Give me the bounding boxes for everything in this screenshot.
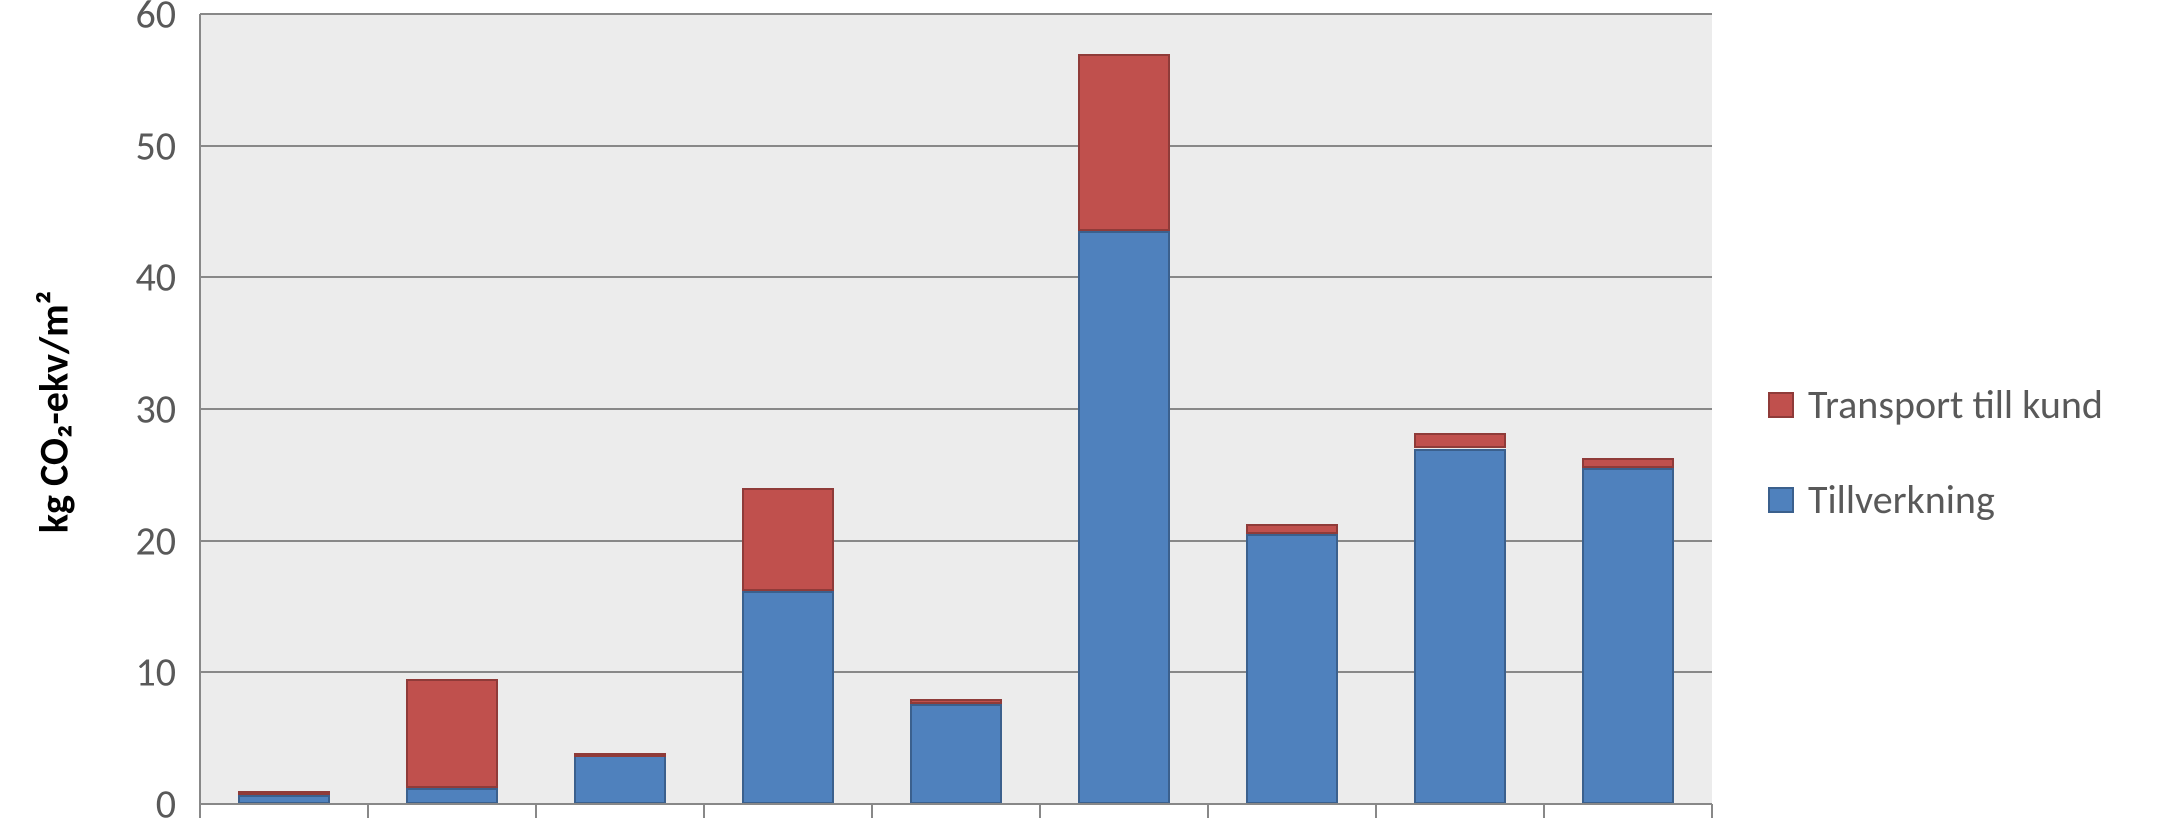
y-axis-line xyxy=(199,14,201,804)
legend-swatch xyxy=(1768,392,1794,418)
x-tick-mark xyxy=(1039,804,1041,818)
bar-segment xyxy=(910,704,1002,804)
bar-segment xyxy=(742,591,834,804)
bar-segment xyxy=(574,755,666,804)
x-axis-line xyxy=(200,803,1712,805)
bar-segment xyxy=(1246,534,1338,804)
bar-segment xyxy=(1078,231,1170,804)
x-tick-mark xyxy=(871,804,873,818)
bar xyxy=(1582,0,1674,804)
bar xyxy=(910,0,1002,804)
x-tick-mark xyxy=(367,804,369,818)
bar-segment xyxy=(742,488,834,591)
bar-segment xyxy=(1582,468,1674,804)
y-tick-label: 10 xyxy=(135,648,176,697)
co2-stacked-bar-chart: kg CO₂-ekv/m² 0 10 20 30 40 50 60 Transport ti… xyxy=(0,0,2176,836)
bar-segment xyxy=(574,753,666,757)
bar xyxy=(742,0,834,804)
x-tick-mark xyxy=(535,804,537,818)
y-axis-title: kg CO₂-ekv/m² xyxy=(30,291,79,533)
bar xyxy=(1246,0,1338,804)
legend-label: Tillverkning xyxy=(1808,475,1995,524)
y-tick-label: 30 xyxy=(135,385,176,434)
bar-segment xyxy=(238,791,330,795)
x-tick-mark xyxy=(1207,804,1209,818)
legend-item: Tillverkning xyxy=(1768,475,2103,524)
x-tick-mark xyxy=(199,804,201,818)
bar xyxy=(1414,0,1506,804)
bar xyxy=(574,0,666,804)
x-tick-mark xyxy=(703,804,705,818)
legend-label: Transport till kund xyxy=(1808,380,2103,429)
y-tick-label: 50 xyxy=(135,121,176,170)
y-tick-label: 0 xyxy=(156,780,176,829)
legend: Transport till kund Tillverkning xyxy=(1768,380,2103,570)
bar xyxy=(406,0,498,804)
bar-segment xyxy=(910,699,1002,704)
bar-segment xyxy=(1078,54,1170,232)
bar-segment xyxy=(406,788,498,804)
bar-segment xyxy=(1582,458,1674,469)
x-tick-mark xyxy=(1543,804,1545,818)
legend-swatch xyxy=(1768,487,1794,513)
bar xyxy=(1078,0,1170,804)
x-tick-mark xyxy=(1375,804,1377,818)
y-tick-label: 20 xyxy=(135,516,176,565)
y-tick-label: 40 xyxy=(135,253,176,302)
bar-segment xyxy=(406,679,498,788)
legend-item: Transport till kund xyxy=(1768,380,2103,429)
y-tick-label: 60 xyxy=(135,0,176,39)
x-tick-mark xyxy=(1711,804,1713,818)
bar-segment xyxy=(1414,433,1506,449)
bar xyxy=(238,0,330,804)
bar-segment xyxy=(1414,449,1506,805)
bar-segment xyxy=(1246,524,1338,535)
